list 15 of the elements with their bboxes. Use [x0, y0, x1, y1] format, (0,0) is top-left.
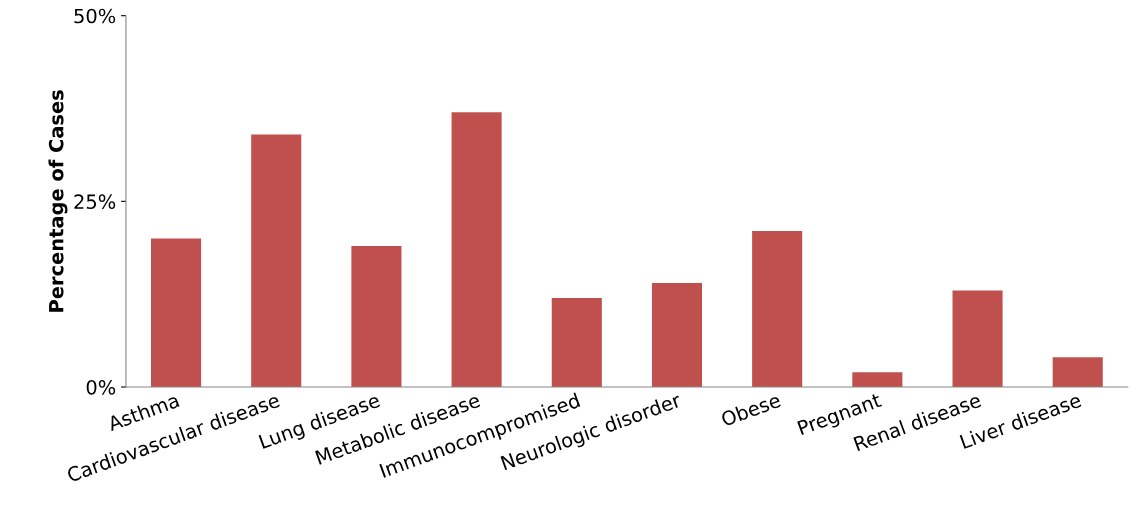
bar	[251, 134, 302, 388]
bar	[151, 238, 202, 388]
y-tick-label: 0%	[86, 379, 116, 395]
x-tick-label: Obese	[720, 392, 782, 427]
bar	[451, 112, 502, 388]
y-axis-title: Percentage of Cases	[48, 90, 68, 312]
bar	[351, 245, 402, 388]
y-tick-label: 25%	[74, 194, 116, 210]
bar	[852, 372, 903, 388]
bar	[551, 297, 602, 388]
y-tick-label: 50%	[74, 8, 116, 24]
bar	[752, 231, 803, 388]
bar	[1052, 357, 1103, 388]
bar	[651, 283, 703, 388]
bar	[952, 290, 1003, 388]
